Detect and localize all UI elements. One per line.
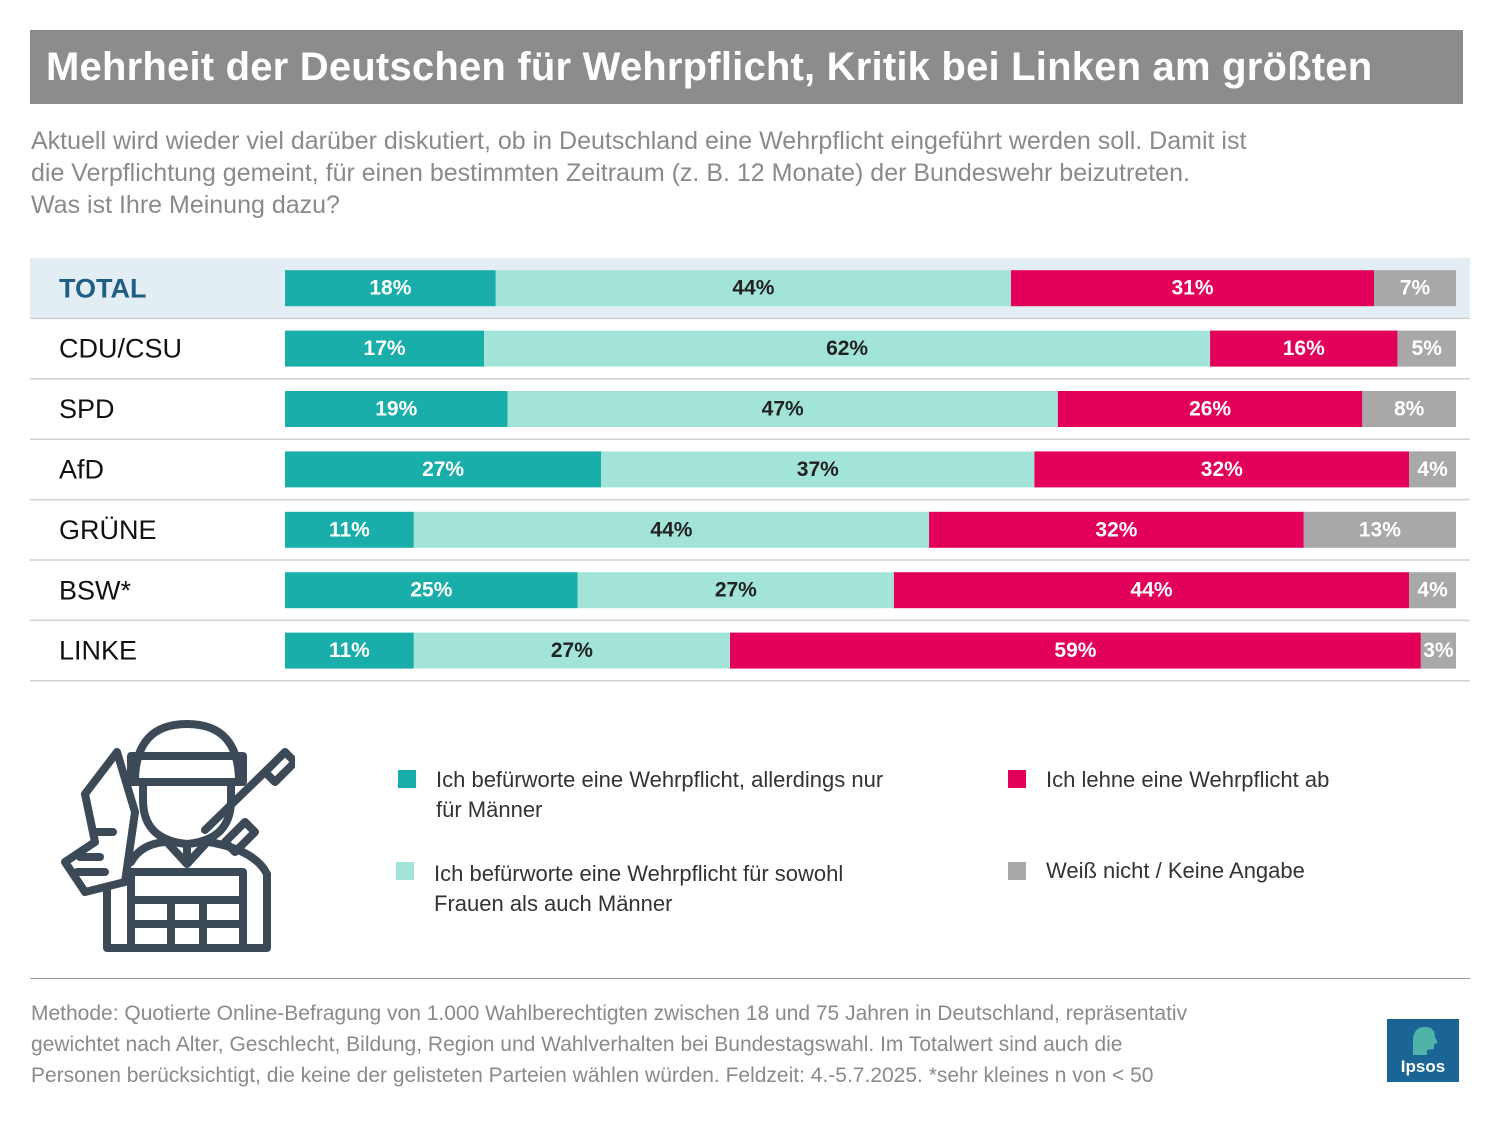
legend-item-both: Ich befürworte eine Wehrpflicht für sowo… [434, 859, 843, 919]
bar-segment [1374, 270, 1456, 307]
bar-value-label: 18% [369, 277, 411, 300]
category-label: SPD [59, 394, 115, 424]
legend-item-unknown: Weiß nicht / Keine Angabe [1046, 856, 1305, 886]
bar-value-label: 37% [797, 458, 839, 481]
legend-item-men-only: Ich befürworte eine Wehrpflicht, allerdi… [436, 765, 883, 825]
bar-value-label: 31% [1172, 277, 1214, 300]
bar-segment [1362, 391, 1456, 427]
legend-swatch-both [396, 862, 414, 880]
ipsos-head-icon [1413, 1027, 1438, 1055]
category-label: TOTAL [59, 273, 147, 303]
bar-segment [285, 572, 578, 609]
method-note: Methode: Quotierte Online-Befragung von … [31, 998, 1371, 1091]
bar-value-label: 17% [364, 337, 406, 360]
bar-segment [1303, 511, 1456, 548]
bar-segment [1397, 330, 1456, 367]
bar-segment [285, 632, 414, 669]
category-label: AfD [59, 455, 104, 485]
bar-segment [413, 632, 730, 669]
bar-value-label: 27% [551, 639, 593, 662]
legend-swatch-reject [1008, 770, 1026, 788]
logo-text: Ipsos [1400, 1057, 1446, 1076]
bar-value-label: 47% [762, 398, 804, 421]
bar-value-label: 44% [650, 518, 692, 541]
bar-segment [413, 511, 930, 548]
bar-segment [729, 632, 1421, 669]
bar-value-label: 25% [410, 579, 452, 602]
footer-divider [30, 978, 1470, 979]
legend-swatch-men-only [398, 770, 416, 788]
question-line: Was ist Ihre Meinung dazu? [31, 191, 340, 219]
bar-value-label: 26% [1189, 398, 1231, 421]
legend-label-line: Ich befürworte eine Wehrpflicht, allerdi… [436, 767, 884, 792]
bar-segment [1420, 632, 1456, 669]
bar-segment [285, 391, 508, 427]
method-line: gewichtet nach Alter, Geschlecht, Bildun… [31, 1033, 1123, 1056]
bar-value-label: 7% [1400, 277, 1431, 300]
bar-segment [1057, 391, 1363, 427]
bar-segment [1409, 451, 1456, 488]
stacked-bar-chart: TOTAL 18% 44% 31% 7% CDU/CSU 17% 62% 16% 5% SPD 19%… [30, 258, 1470, 682]
bar-value-label: 27% [715, 579, 757, 602]
bar-value-label: 62% [826, 337, 868, 360]
ipsos-logo: Ipsos [1387, 1019, 1459, 1082]
bar-segment [1210, 330, 1398, 367]
bar-segment [1011, 270, 1375, 307]
bar-value-label: 5% [1412, 337, 1443, 360]
bar-segment [285, 511, 414, 548]
bar-segment [285, 270, 496, 307]
legend-swatch-unknown [1008, 862, 1026, 880]
bar-segment [929, 511, 1304, 548]
category-label: GRÜNE [59, 515, 157, 545]
legend-label-line: für Männer [436, 797, 543, 822]
bar-segment [495, 270, 1012, 307]
bar-value-label: 8% [1394, 398, 1425, 421]
legend-item-reject: Ich lehne eine Wehrpflicht ab [1046, 765, 1329, 795]
category-label: CDU/CSU [59, 334, 182, 364]
bar-value-label: 59% [1054, 639, 1096, 662]
bar-value-label: 4% [1417, 579, 1448, 602]
legend-label-line: Weiß nicht / Keine Angabe [1046, 858, 1305, 883]
bar-value-label: 44% [732, 277, 774, 300]
bar-value-label: 27% [422, 458, 464, 481]
bar-value-label: 4% [1417, 458, 1448, 481]
bar-value-label: 44% [1131, 579, 1173, 602]
bar-value-label: 13% [1359, 518, 1401, 541]
question-line: die Verpflichtung gemeint, für einen bes… [31, 159, 1190, 187]
bar-value-label: 19% [375, 398, 417, 421]
category-label: BSW* [59, 575, 132, 605]
saluting-soldier-icon [61, 720, 295, 952]
bar-value-label: 16% [1283, 337, 1325, 360]
legend-label-line: Frauen als auch Männer [434, 891, 673, 916]
survey-question: Aktuell wird wieder viel darüber diskuti… [31, 125, 1451, 221]
bar-segment [484, 330, 1211, 367]
bar-segment [285, 451, 602, 488]
method-line: Methode: Quotierte Online-Befragung von … [31, 1002, 1188, 1025]
category-label: LINKE [59, 636, 137, 666]
bar-segment [893, 572, 1410, 609]
page-title: Mehrheit der Deutschen für Wehrpflicht, … [30, 30, 1463, 104]
bar-segment [507, 391, 1058, 427]
bar-value-label: 3% [1423, 639, 1454, 662]
bar-value-label: 32% [1201, 458, 1243, 481]
bar-value-label: 11% [329, 639, 370, 662]
bar-segment [601, 451, 1035, 488]
bar-value-label: 11% [329, 518, 370, 541]
question-line: Aktuell wird wieder viel darüber diskuti… [31, 127, 1247, 155]
method-line: Personen berücksichtigt, die keine der g… [31, 1064, 1154, 1087]
bar-segment [1409, 572, 1456, 609]
bar-value-label: 32% [1095, 518, 1137, 541]
bar-segment [285, 330, 485, 367]
legend-label-line: Ich lehne eine Wehrpflicht ab [1046, 767, 1330, 792]
legend-label-line: Ich befürworte eine Wehrpflicht für sowo… [434, 861, 844, 886]
bar-segment [1034, 451, 1410, 488]
bar-segment [577, 572, 894, 609]
